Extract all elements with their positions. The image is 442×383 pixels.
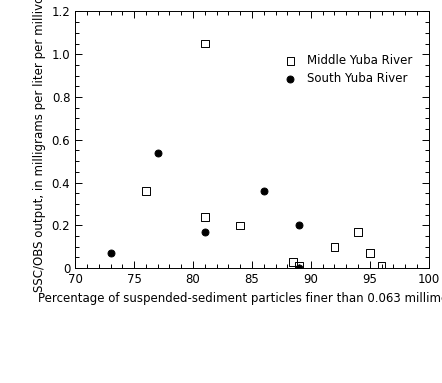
South Yuba River bbox=[296, 222, 303, 228]
South Yuba River bbox=[107, 250, 114, 256]
Middle Yuba River bbox=[290, 259, 297, 265]
South Yuba River bbox=[201, 229, 208, 235]
Middle Yuba River bbox=[366, 250, 373, 256]
Middle Yuba River bbox=[331, 244, 338, 250]
Legend: Middle Yuba River, South Yuba River: Middle Yuba River, South Yuba River bbox=[275, 51, 416, 88]
South Yuba River bbox=[154, 149, 161, 155]
Y-axis label: SSC/OBS output, in milligrams per liter per millivolt: SSC/OBS output, in milligrams per liter … bbox=[33, 0, 46, 292]
South Yuba River bbox=[296, 265, 303, 271]
Middle Yuba River bbox=[296, 263, 303, 269]
Middle Yuba River bbox=[201, 214, 208, 220]
X-axis label: Percentage of suspended-sediment particles finer than 0.063 millimeter: Percentage of suspended-sediment particl… bbox=[38, 291, 442, 304]
Middle Yuba River bbox=[354, 229, 362, 235]
Middle Yuba River bbox=[201, 41, 208, 47]
South Yuba River bbox=[260, 188, 267, 194]
Middle Yuba River bbox=[236, 222, 244, 228]
Middle Yuba River bbox=[378, 263, 385, 269]
Middle Yuba River bbox=[142, 188, 149, 194]
